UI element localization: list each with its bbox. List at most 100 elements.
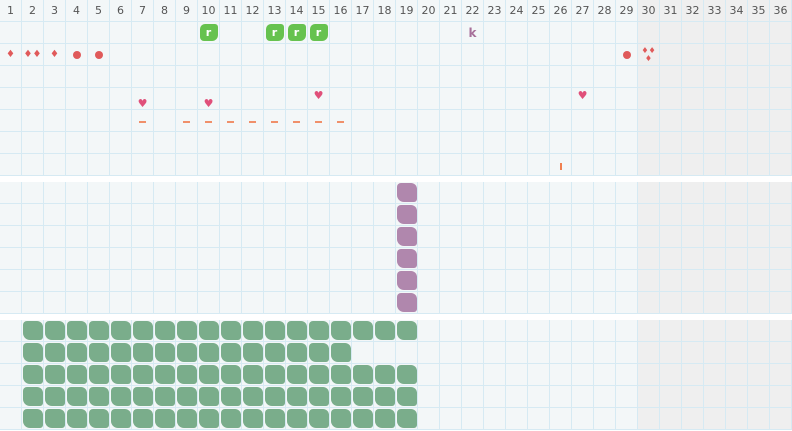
day-cell[interactable] [44,182,66,204]
day-cell[interactable] [528,364,550,386]
day-cell[interactable] [528,44,550,66]
day-cell[interactable] [286,320,308,342]
green-square-icon[interactable] [264,409,285,428]
purple-square-icon[interactable] [396,205,417,224]
day-cell[interactable] [110,110,132,132]
day-cell[interactable] [88,182,110,204]
day-cell[interactable] [44,66,66,88]
green-square-icon[interactable] [198,387,219,406]
day-cell[interactable] [638,226,660,248]
day-cell[interactable] [396,154,418,176]
day-cell[interactable] [198,182,220,204]
day-cell[interactable] [0,88,22,110]
day-cell[interactable] [330,154,352,176]
day-cell[interactable] [66,386,88,408]
day-cell[interactable] [528,386,550,408]
day-cell[interactable] [770,292,792,314]
day-cell[interactable] [176,154,198,176]
day-cell[interactable] [220,110,242,132]
day-cell[interactable] [286,270,308,292]
day-cell[interactable] [132,182,154,204]
day-cell[interactable] [440,292,462,314]
day-cell[interactable] [726,154,748,176]
day-cell[interactable] [506,44,528,66]
day-cell[interactable] [110,66,132,88]
day-cell[interactable] [0,270,22,292]
day-cell[interactable] [726,342,748,364]
day-cell[interactable] [264,110,286,132]
day-cell[interactable] [704,204,726,226]
day-cell[interactable] [0,248,22,270]
green-square-icon[interactable] [352,409,373,428]
day-cell[interactable] [682,386,704,408]
day-cell[interactable] [66,408,88,430]
day-cell[interactable] [286,88,308,110]
day-cell[interactable] [704,292,726,314]
green-square-icon[interactable] [286,343,307,362]
day-cell[interactable] [242,408,264,430]
green-square-icon[interactable] [264,321,285,340]
day-cell[interactable] [748,270,770,292]
day-cell[interactable] [418,248,440,270]
day-cell[interactable] [682,408,704,430]
day-cell[interactable] [242,386,264,408]
green-square-icon[interactable] [44,409,65,428]
day-cell[interactable] [550,292,572,314]
day-cell[interactable] [418,386,440,408]
day-cell[interactable] [88,110,110,132]
day-cell[interactable]: r [198,22,220,44]
day-cell[interactable] [264,408,286,430]
blood-drop-icon[interactable]: ♦♦ ♦ [641,45,656,63]
day-cell[interactable] [308,44,330,66]
day-cell[interactable] [572,364,594,386]
day-cell[interactable] [110,44,132,66]
day-cell[interactable] [44,226,66,248]
day-cell[interactable] [110,182,132,204]
green-square-icon[interactable] [352,321,373,340]
day-cell[interactable] [264,270,286,292]
day-cell[interactable] [594,182,616,204]
green-square-icon[interactable] [396,321,417,340]
green-square-icon[interactable] [132,321,153,340]
day-cell[interactable] [616,132,638,154]
day-cell[interactable]: ♥ [308,88,330,110]
day-cell[interactable] [484,292,506,314]
day-cell[interactable] [528,226,550,248]
green-square-icon[interactable] [286,321,307,340]
day-cell[interactable] [220,22,242,44]
day-cell[interactable] [726,132,748,154]
day-cell[interactable] [770,342,792,364]
day-cell[interactable] [44,22,66,44]
green-square-icon[interactable] [242,387,263,406]
day-cell[interactable] [594,226,616,248]
day-cell[interactable] [726,292,748,314]
day-cell[interactable] [286,248,308,270]
day-cell[interactable] [110,270,132,292]
day-cell[interactable] [660,110,682,132]
day-cell[interactable] [770,88,792,110]
day-cell[interactable] [462,408,484,430]
day-cell[interactable] [132,386,154,408]
day-cell[interactable] [22,110,44,132]
day-cell[interactable] [88,386,110,408]
day-cell[interactable] [572,44,594,66]
day-cell[interactable] [440,132,462,154]
green-square-icon[interactable] [330,343,351,362]
day-cell[interactable] [264,44,286,66]
day-cell[interactable] [176,270,198,292]
day-cell[interactable] [704,270,726,292]
day-cell[interactable] [396,88,418,110]
day-cell[interactable] [616,364,638,386]
day-cell[interactable] [264,320,286,342]
day-cell[interactable] [374,204,396,226]
day-cell[interactable] [770,182,792,204]
day-cell[interactable] [330,270,352,292]
day-cell[interactable] [704,88,726,110]
day-cell[interactable] [550,22,572,44]
spotting-dot-icon[interactable] [72,50,81,59]
day-cell[interactable] [550,182,572,204]
day-cell[interactable] [418,110,440,132]
day-cell[interactable] [176,248,198,270]
day-cell[interactable] [506,226,528,248]
green-square-icon[interactable] [88,387,109,406]
